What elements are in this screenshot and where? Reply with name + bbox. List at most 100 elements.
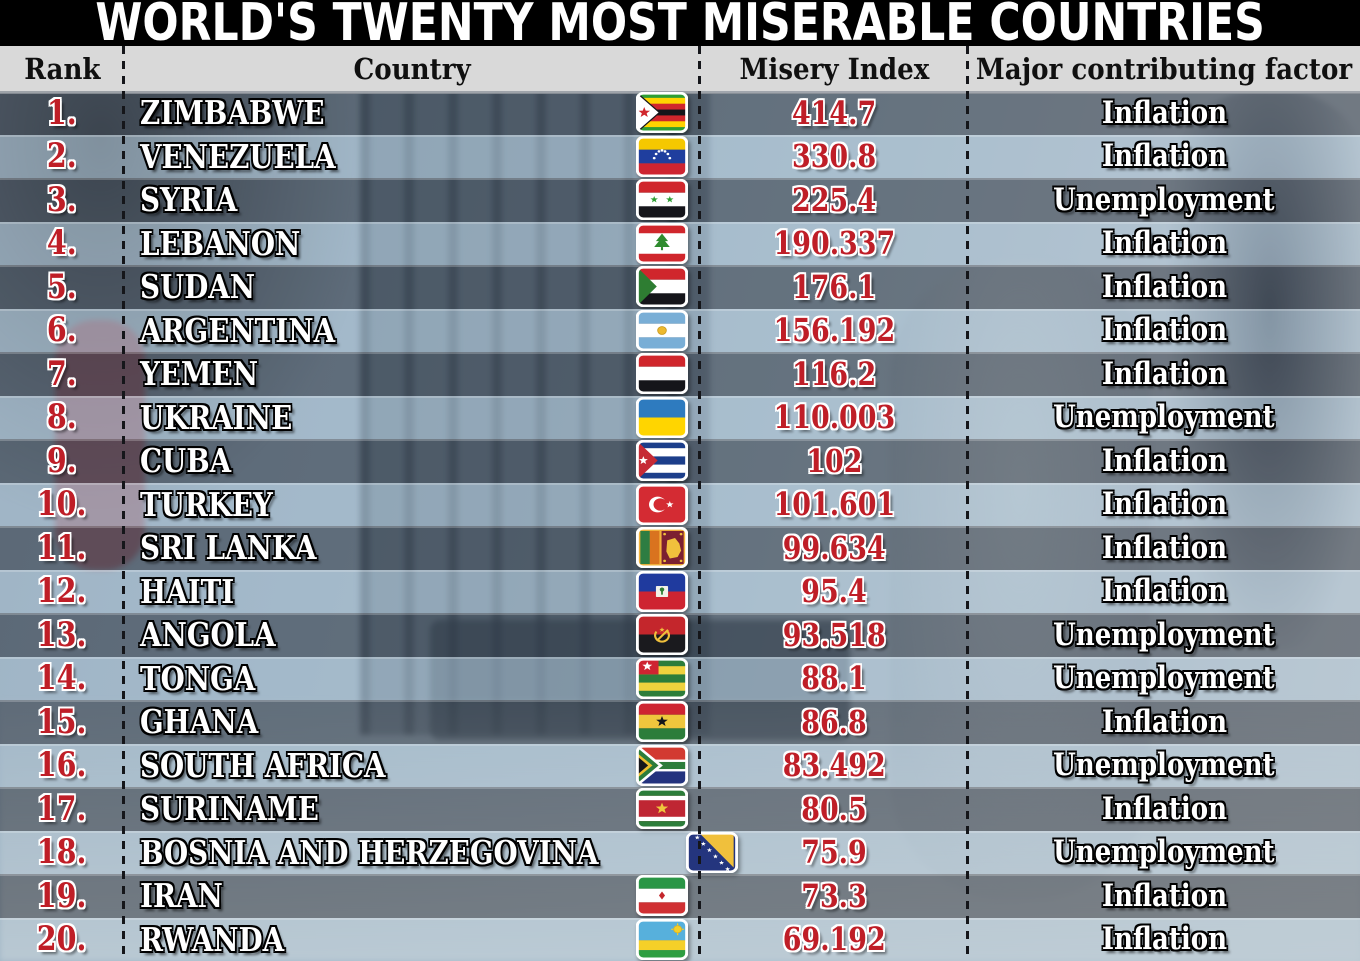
country-cell: TONGA	[124, 657, 700, 701]
rank-value: 3.	[47, 179, 77, 220]
factor-value: Unemployment	[1053, 747, 1275, 784]
rank-value: 20.	[37, 919, 87, 960]
rank-value: 2.	[47, 136, 77, 177]
factor-cell: Inflation	[968, 787, 1360, 831]
sudan-flag-icon	[636, 266, 688, 308]
factor-value: Inflation	[1101, 703, 1227, 740]
factor-value: Inflation	[1101, 225, 1227, 262]
country-cell: ZIMBABWE	[124, 91, 700, 135]
rank-cell: 11.	[0, 526, 124, 570]
rank-value: 1.	[47, 92, 77, 133]
column-separator-1	[122, 46, 125, 961]
misery-index-cell: 156.192	[700, 309, 968, 353]
table-row: 17. SURINAME 80.5 Inflation	[0, 787, 1360, 831]
country-cell: SYRIA	[124, 178, 700, 222]
south-africa-flag-icon	[636, 744, 688, 786]
rank-value: 13.	[37, 614, 87, 655]
rank-value: 8.	[47, 397, 77, 438]
misery-index-value: 414.7	[791, 93, 877, 132]
country-cell: ARGENTINA	[124, 309, 700, 353]
misery-index-cell: 110.003	[700, 396, 968, 440]
misery-index-value: 95.4	[801, 572, 867, 611]
factor-cell: Inflation	[968, 918, 1360, 961]
country-name: TONGA	[140, 658, 256, 698]
factor-value: Inflation	[1101, 573, 1227, 610]
table-row: 16. SOUTH AFRICA 83.492 Unemployment	[0, 743, 1360, 788]
rank-cell: 16.	[0, 744, 124, 788]
bosnia-flag-icon	[685, 831, 738, 873]
country-cell: BOSNIA AND HERZEGOVINA	[124, 831, 738, 875]
sri-lanka-flag-icon	[636, 527, 688, 569]
page-title: WORLD'S TWENTY MOST MISERABLE COUNTRIES	[95, 0, 1265, 53]
misery-index-value: 88.1	[801, 659, 867, 698]
rank-value: 18.	[37, 832, 87, 873]
misery-index-cell: 99.634	[700, 526, 968, 570]
factor-value: Inflation	[1101, 442, 1227, 479]
ukraine-flag-icon	[636, 396, 688, 438]
column-separator-3	[966, 46, 969, 961]
table-row: 19. IRAN 73.3 Inflation	[0, 874, 1360, 918]
country-cell: HAITI	[124, 570, 700, 614]
country-name: HAITI	[140, 571, 235, 611]
country-name: ARGENTINA	[140, 310, 336, 350]
column-separator-2	[698, 46, 701, 961]
factor-value: Unemployment	[1053, 834, 1275, 871]
factor-cell: Unemployment	[968, 396, 1360, 440]
table-row: 1. ZIMBABWE 414.7 Inflation	[0, 91, 1360, 135]
rank-value: 9.	[47, 440, 77, 481]
factor-cell: Unemployment	[968, 178, 1360, 222]
rank-cell: 4.	[0, 222, 124, 266]
table-row: 4. LEBANON 190.337 Inflation	[0, 221, 1360, 266]
misery-index-value: 102	[805, 441, 863, 480]
rank-cell: 6.	[0, 309, 124, 353]
rank-value: 10.	[37, 484, 87, 525]
table-row: 2. VENEZUELA 330.8 Inflation	[0, 134, 1360, 178]
misery-index-value: 190.337	[773, 224, 895, 263]
factor-cell: Inflation	[968, 309, 1360, 353]
suriname-flag-icon	[636, 788, 688, 830]
table-row: 6. ARGENTINA 156.192 Inflation	[0, 308, 1360, 353]
factor-value: Unemployment	[1053, 399, 1275, 436]
turkey-flag-icon	[636, 483, 688, 525]
rank-cell: 17.	[0, 787, 124, 831]
factor-cell: Inflation	[968, 352, 1360, 396]
header-factor: Major contributing factor	[975, 51, 1353, 86]
factor-value: Inflation	[1101, 312, 1227, 349]
rank-cell: 9.	[0, 439, 124, 483]
country-cell: YEMEN	[124, 352, 700, 396]
country-name: TURKEY	[140, 484, 273, 524]
rank-value: 15.	[37, 701, 87, 742]
misery-index-cell: 83.492	[700, 744, 968, 788]
header-country: Country	[353, 51, 471, 86]
country-name: IRAN	[140, 876, 223, 916]
country-name: SURINAME	[140, 789, 319, 829]
rank-cell: 19.	[0, 874, 124, 918]
ghana-flag-icon	[636, 701, 688, 743]
cuba-flag-icon	[636, 440, 688, 482]
country-cell: LEBANON	[124, 222, 700, 266]
factor-cell: Inflation	[968, 265, 1360, 309]
yemen-flag-icon	[636, 353, 688, 395]
table-row: 18. BOSNIA AND HERZEGOVINA 75.9 Unemployme…	[0, 830, 1360, 875]
factor-value: Inflation	[1101, 529, 1227, 566]
table-row: 5. SUDAN 176.1 Inflation	[0, 265, 1360, 309]
factor-cell: Unemployment	[968, 744, 1360, 788]
misery-index-value: 75.9	[801, 833, 867, 872]
factor-value: Inflation	[1101, 138, 1227, 175]
country-name: SOUTH AFRICA	[140, 745, 386, 785]
country-name: SUDAN	[140, 267, 256, 307]
rank-cell: 13.	[0, 613, 124, 657]
rwanda-flag-icon	[636, 918, 688, 960]
factor-value: Inflation	[1101, 877, 1227, 914]
misery-index-cell: 414.7	[700, 91, 968, 135]
table-row: 20. RWANDA 69.192 Inflation	[0, 917, 1360, 961]
misery-index-value: 116.2	[791, 354, 877, 393]
rank-value: 12.	[37, 571, 87, 612]
rank-value: 16.	[37, 745, 87, 786]
table-row: 14. TONGA 88.1 Unemployment	[0, 656, 1360, 701]
rank-cell: 10.	[0, 483, 124, 527]
header-misery-index: Misery Index	[739, 51, 929, 86]
table-row: 11. SRI LANKA 99.634 Inflation	[0, 526, 1360, 570]
rank-cell: 3.	[0, 178, 124, 222]
